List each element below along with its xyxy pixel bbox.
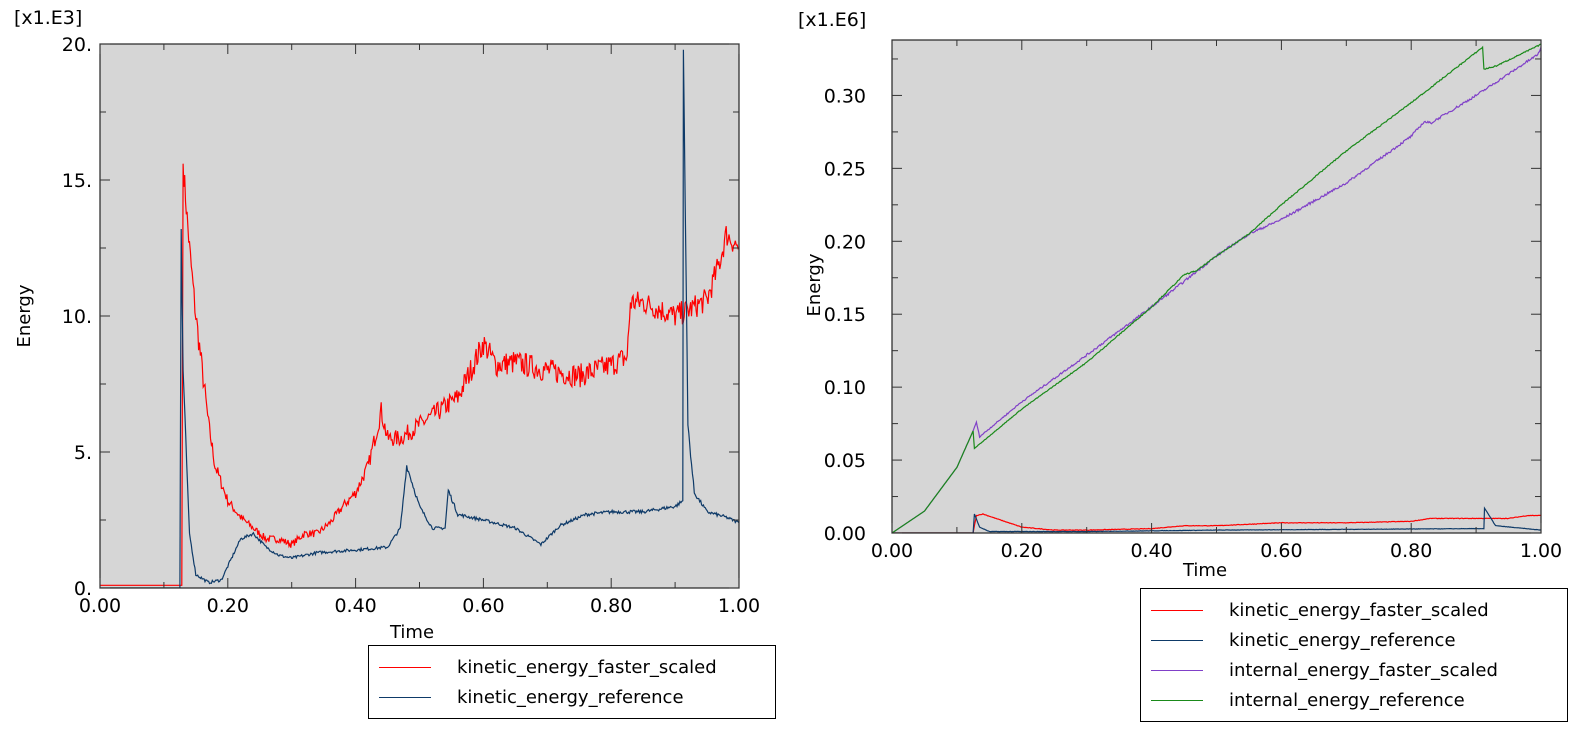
y-tick-label: 0.30 [824, 85, 866, 107]
y-tick-label: 5. [74, 442, 92, 464]
legend-label: kinetic_energy_faster_scaled [457, 656, 717, 678]
legend-right: kinetic_energy_faster_scaled kinetic_ener… [1140, 588, 1568, 722]
x-tick-label: 0.40 [334, 595, 376, 617]
series-line-kinetic_energy_faster_scaled [892, 513, 1541, 533]
plot-area [100, 44, 739, 588]
legend-swatch [379, 696, 431, 698]
y-tick-label: 0.20 [824, 231, 866, 253]
legend-label: kinetic_energy_reference [1229, 629, 1456, 651]
series-line-kinetic_energy_reference [100, 49, 739, 588]
legend-entry: kinetic_energy_faster_scaled [369, 652, 775, 682]
y-tick-label: 0. [74, 578, 92, 600]
x-axis-title: Time [389, 622, 434, 643]
x-axis-title: Time [1182, 560, 1227, 581]
axis-multiplier: [x1.E6] [798, 9, 866, 31]
chart-0: 0.00 0.20 0.40 0.60 0.80 1.00 0. 5. 10. 15. 20. [x1… [14, 7, 760, 643]
legend-label: kinetic_energy_faster_scaled [1229, 599, 1489, 621]
chart-1: 0.00 0.20 0.40 0.60 0.80 1.00 0.00 0.05 0.10 0.15… [798, 9, 1562, 581]
legend-swatch [379, 666, 431, 668]
y-tick-label: 0.05 [824, 450, 866, 472]
axis-multiplier: [x1.E3] [14, 7, 82, 29]
x-tick-label: 0.80 [590, 595, 632, 617]
legend-swatch [1151, 669, 1203, 671]
legend-label: internal_energy_faster_scaled [1229, 659, 1498, 681]
y-tick-label: 0.15 [824, 304, 866, 326]
y-tick-label: 0.10 [824, 377, 866, 399]
y-axis-title: Energy [14, 284, 35, 347]
series-line-internal_energy_reference [892, 43, 1541, 533]
y-tick-label: 0.00 [824, 523, 866, 545]
y-tick-label: 0.25 [824, 158, 866, 180]
legend-swatch [1151, 639, 1203, 641]
legend-entry: kinetic_energy_faster_scaled [1141, 595, 1567, 625]
x-tick-label: 0.20 [207, 595, 249, 617]
legend-swatch [1151, 609, 1203, 611]
legend-entry: internal_energy_reference [1141, 685, 1567, 715]
legend-entry: internal_energy_faster_scaled [1141, 655, 1567, 685]
legend-entry: kinetic_energy_reference [1141, 625, 1567, 655]
x-tick-label: 0.00 [79, 595, 121, 617]
x-tick-label: 0.20 [1001, 540, 1043, 562]
x-tick-label: 1.00 [1520, 540, 1562, 562]
y-axis-title: Energy [804, 253, 825, 316]
y-tick-label: 20. [62, 34, 92, 56]
x-tick-label: 1.00 [718, 595, 760, 617]
legend-label: internal_energy_reference [1229, 689, 1465, 711]
legend-swatch [1151, 699, 1203, 701]
x-tick-label: 0.60 [1260, 540, 1302, 562]
x-tick-label: 0.40 [1130, 540, 1172, 562]
legend-label: kinetic_energy_reference [457, 686, 684, 708]
x-tick-label: 0.80 [1390, 540, 1432, 562]
x-tick-label: 0.00 [871, 540, 913, 562]
legend-entry: kinetic_energy_reference [369, 682, 775, 712]
series-line-kinetic_energy_faster_scaled [100, 163, 739, 586]
plot-area [892, 40, 1541, 533]
y-tick-label: 15. [62, 170, 92, 192]
y-tick-label: 10. [62, 306, 92, 328]
legend-left: kinetic_energy_faster_scaled kinetic_ener… [368, 645, 776, 719]
x-tick-label: 0.60 [462, 595, 504, 617]
